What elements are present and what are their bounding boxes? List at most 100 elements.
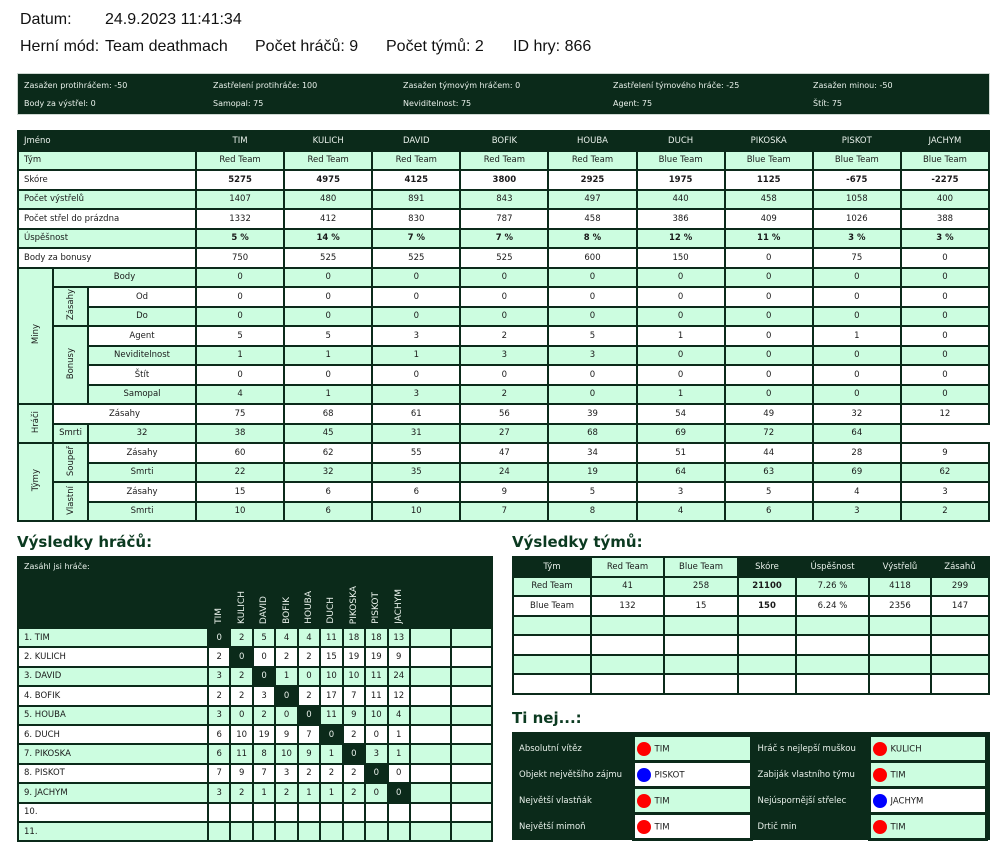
players-count: Počet hráčů: 9: [255, 38, 359, 55]
table-cell: 0: [635, 266, 726, 288]
table-cell: 44: [723, 442, 814, 464]
table-cell: 1026: [811, 208, 902, 230]
matrix-cell: [341, 820, 367, 843]
group-label-soupr: Soupeř: [52, 442, 89, 483]
table-cell: [590, 653, 665, 675]
table-cell: 525: [459, 247, 550, 269]
table-cell: 3 %: [811, 227, 902, 249]
date-label: Datum:: [20, 11, 72, 28]
table-cell: 0: [194, 305, 286, 327]
table-cell: 0: [371, 286, 462, 308]
matrix-cell: 0: [341, 743, 367, 765]
table-cell: [930, 653, 990, 675]
table-row: Jméno TIM KULICH DAVID BOFIK HOUBA DUCH PIKOSKA…: [17, 130, 991, 152]
table-cell: 2: [459, 325, 550, 347]
matrix-cell: 1: [386, 723, 411, 746]
matrix-column-header: KULICH: [229, 556, 254, 629]
table-cell: Blue Team: [723, 149, 814, 171]
matrix-cell: [386, 801, 411, 823]
matrix-cell: 1: [386, 743, 411, 765]
player-name: 6. DUCH: [17, 723, 209, 746]
table-cell: 49: [723, 403, 814, 425]
matrix-cell: 0: [296, 704, 322, 726]
group-label-hraci: Hráči: [17, 403, 54, 444]
table-cell: 0: [547, 364, 638, 386]
team-color-dot-icon: [636, 793, 651, 808]
table-cell: 39: [547, 403, 638, 425]
table-cell: 3800: [459, 169, 550, 191]
matrix-cell: 2: [296, 762, 322, 785]
table-row: 1. TIM 0 2 5 4 4 11 18 18 13: [17, 626, 493, 649]
table-cell: [795, 653, 870, 675]
table-row: Vlastní Zásahy 15 6 6 9 5 3 5 4 3: [18, 481, 991, 522]
table-cell: [512, 614, 592, 636]
table-cell: [737, 653, 797, 675]
team-results-title: Výsledky týmů:: [512, 533, 643, 551]
table-cell: 0: [899, 383, 991, 405]
award-player-name: TIM: [890, 822, 906, 832]
setting-item: Samopal: 75: [213, 99, 264, 108]
table-cell: 0: [635, 364, 726, 386]
matrix-cell: [364, 801, 389, 823]
setting-item: Zasažen protihráčem: -50: [24, 81, 128, 90]
table-row: Red Team 41 258 21100 7.26 % 4118 299: [512, 575, 990, 597]
award-player-name: JACHYM: [890, 796, 924, 806]
table-cell: Red Team: [371, 149, 462, 171]
matrix-cell: 6: [206, 723, 232, 746]
table-row: Skóre 5275 4975 4125 3800 2925 1975 1125 -675 -22…: [17, 169, 991, 191]
matrix-cell: 9: [341, 704, 367, 726]
table-row: Tým Red Team Red Team Red Team Red Team Red T…: [17, 149, 991, 171]
table-cell: 75: [194, 403, 286, 425]
table-cell: 0: [811, 344, 902, 366]
table-cell: 1125: [723, 169, 814, 191]
matrix-cell: [450, 782, 493, 804]
player-name: 7. PIKOSKA: [17, 743, 209, 765]
player-column-header: KULICH: [283, 130, 374, 152]
table-cell: [795, 673, 870, 695]
table-cell: 68: [283, 403, 374, 425]
matrix-cell: 2: [206, 646, 232, 668]
matrix-cell: 0: [229, 704, 254, 726]
matrix-column-header: TIM: [206, 556, 232, 629]
matrix-cell: 0: [386, 782, 411, 804]
matrix-cell: 19: [251, 723, 277, 746]
table-cell: [868, 634, 932, 656]
table-cell: [737, 673, 797, 695]
matrix-cell: 7: [251, 762, 277, 785]
matrix-cell: 2: [296, 685, 322, 707]
table-row: Týmy Soupeř Zásahy 60 62 55 47 34 51 44 28 9: [17, 442, 991, 522]
table-cell: 64: [635, 461, 726, 483]
team-color-dot-icon: [636, 819, 651, 834]
table-cell: 0: [547, 305, 638, 327]
row-label: Body za bonusy: [17, 247, 197, 269]
matrix-cell: [409, 665, 452, 688]
table-cell: Blue Team: [635, 149, 726, 171]
table-cell: 69: [635, 422, 726, 444]
table-cell: 27: [459, 422, 550, 444]
matrix-cell: 2: [229, 665, 254, 688]
column-name: DUCH: [326, 597, 337, 624]
table-cell: 6: [371, 481, 462, 503]
row-label: Tým: [17, 149, 197, 171]
team-color-dot-icon: [872, 741, 887, 756]
column-name: PISKOT: [371, 592, 382, 624]
matrix-cell: 15: [319, 646, 344, 668]
matrix-cell: 1: [319, 743, 344, 765]
matrix-cell: [409, 782, 452, 804]
group-label: Týmy: [30, 469, 41, 492]
table-cell: [737, 634, 797, 656]
table-cell: 0: [194, 266, 286, 288]
table-cell: 4: [811, 481, 902, 503]
table-cell: 388: [899, 208, 991, 230]
matrix-cell: 2: [341, 782, 367, 804]
table-cell: 480: [283, 188, 374, 210]
matrix-cell: [409, 685, 452, 707]
matrix-cell: 1: [296, 782, 322, 804]
group-label: Soupeř: [65, 445, 76, 477]
team-results-table: Tým Red Team Blue Team Skóre Úspěšnost Výstře…: [512, 556, 990, 695]
table-cell: 7 %: [371, 227, 462, 249]
player-stats-table: Jméno TIM KULICH DAVID BOFIK HOUBA DUCH PIKOSKA…: [17, 130, 991, 522]
column-header: Výstřelů: [868, 556, 932, 578]
table-cell: 1: [635, 325, 726, 347]
matrix-cell: [409, 704, 452, 726]
